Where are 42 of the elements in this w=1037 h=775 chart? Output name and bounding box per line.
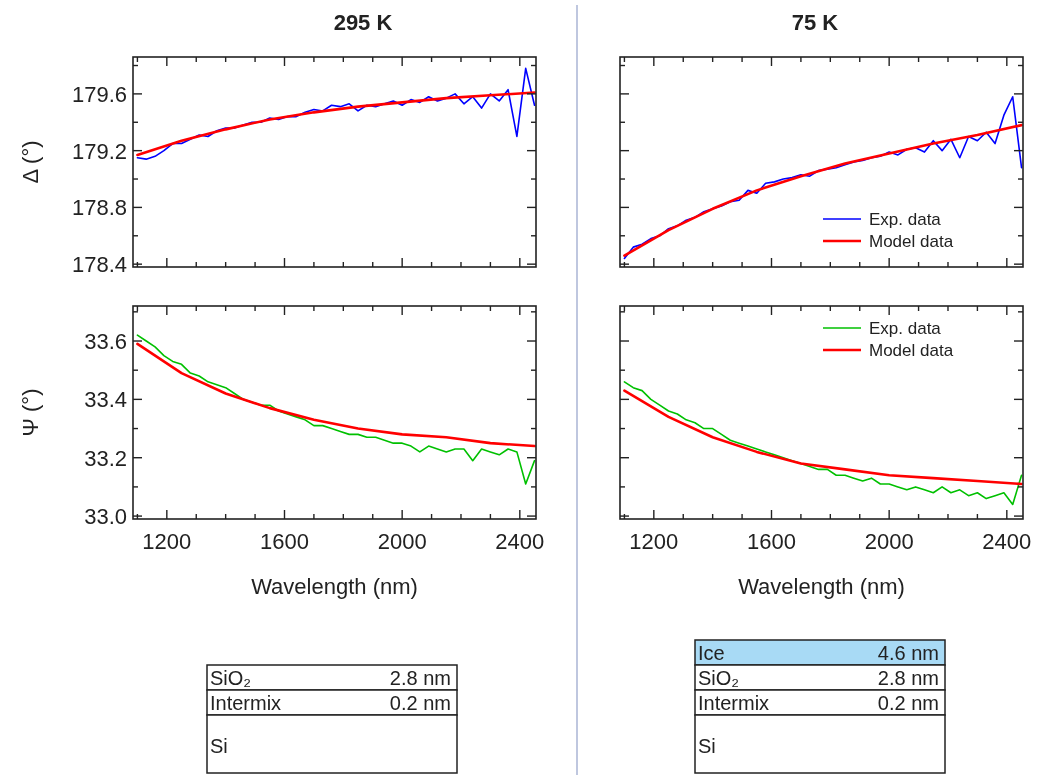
chart-title: 295 K	[333, 10, 393, 35]
x-tick-label: 2000	[377, 529, 427, 554]
x-axis-title: Wavelength (nm)	[738, 574, 905, 599]
category-label: Intermix	[210, 692, 282, 714]
x-tick-label: 2000	[864, 529, 914, 554]
legend-label: Exp. data	[869, 319, 942, 338]
line-series	[136, 334, 536, 485]
y-tick-label: 178.4	[71, 252, 127, 278]
y-tick-label: 33.2	[84, 445, 127, 471]
y-axis-title: Δ (°)	[18, 140, 43, 184]
category-label: SiO₂	[698, 667, 740, 689]
y-axis-title: Ψ (°)	[18, 388, 43, 437]
x-tick-label: 2400	[495, 529, 545, 554]
text: 2.8 nm	[389, 667, 451, 689]
category-label: Si	[210, 735, 228, 757]
line-series	[136, 91, 536, 157]
x-tick-label: 1200	[629, 529, 679, 554]
legend-label: Model data	[869, 232, 954, 251]
y-tick-label: 179.2	[71, 138, 127, 164]
text: 0.2 nm	[877, 692, 939, 714]
category-label: Ice	[698, 642, 725, 664]
y-tick-label: 178.8	[71, 195, 127, 221]
y-tick-label: 33.0	[84, 504, 127, 530]
chart-title: 75 K	[791, 10, 839, 35]
y-tick-label: 33.6	[84, 329, 127, 355]
line-series	[136, 342, 536, 448]
line-series	[136, 67, 536, 160]
text: 0.2 nm	[389, 692, 451, 714]
x-tick-label: 2400	[982, 529, 1032, 554]
x-tick-label: 1200	[142, 529, 192, 554]
legend-label: Exp. data	[869, 210, 942, 229]
x-tick-label: 1600	[747, 529, 796, 554]
category-label: Si	[698, 735, 716, 757]
x-axis-title: Wavelength (nm)	[251, 574, 418, 599]
category-label: SiO₂	[210, 667, 252, 689]
legend-label: Model data	[869, 341, 954, 360]
y-tick-label: 179.6	[71, 81, 127, 107]
x-tick-label: 1600	[260, 529, 309, 554]
text: 2.8 nm	[877, 667, 939, 689]
text: 4.6 nm	[877, 642, 939, 664]
y-tick-label: 33.4	[84, 387, 127, 413]
category-label: Intermix	[698, 692, 770, 714]
